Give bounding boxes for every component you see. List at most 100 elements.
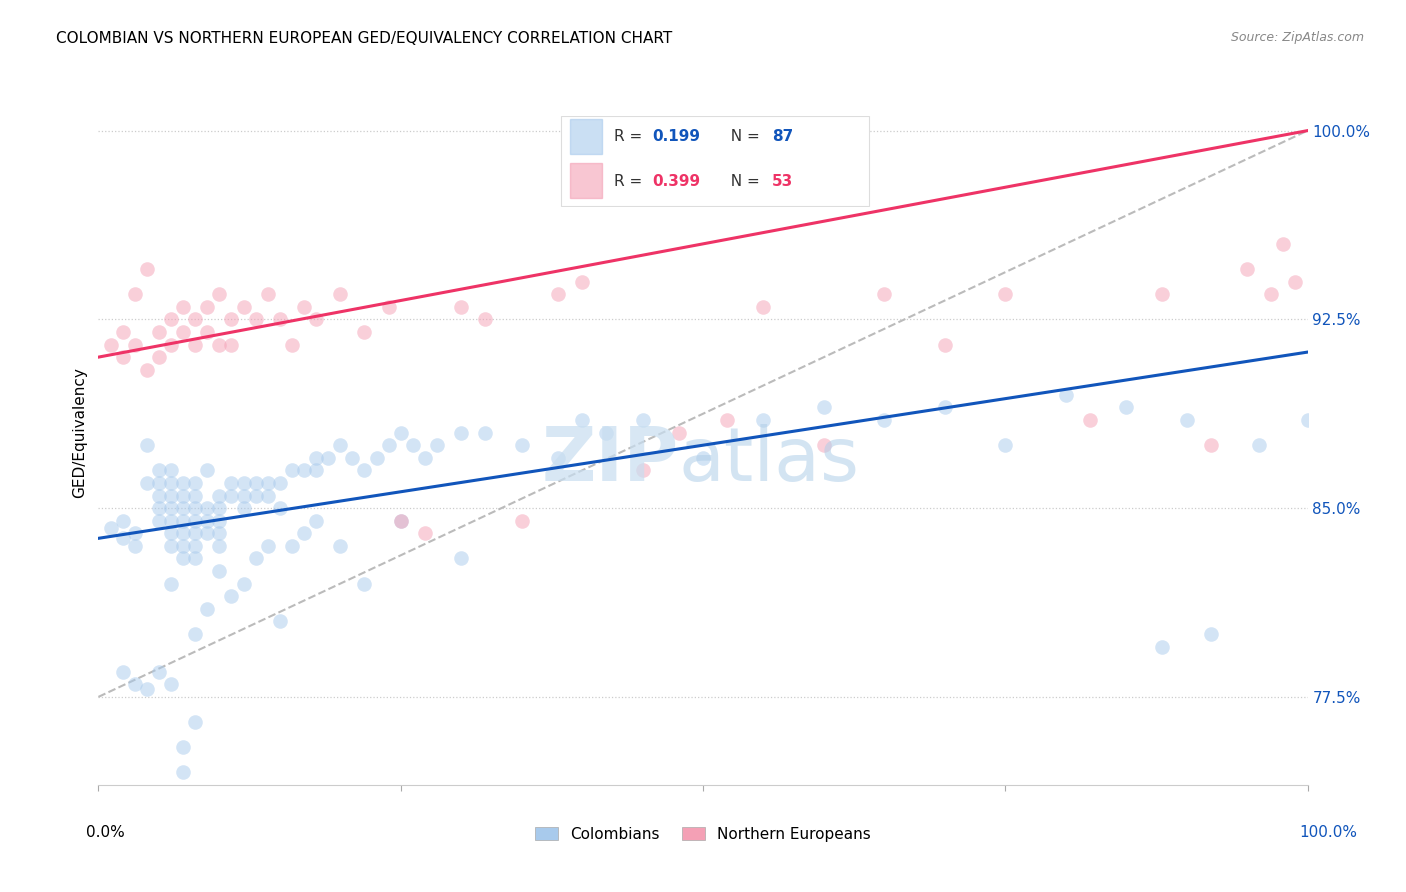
Point xyxy=(1272,236,1295,251)
Point xyxy=(135,438,157,452)
Point xyxy=(111,350,134,364)
Point xyxy=(329,539,352,553)
Point xyxy=(547,287,569,301)
Point xyxy=(184,312,207,326)
Point xyxy=(353,576,375,591)
Point xyxy=(450,551,472,566)
Point xyxy=(111,665,134,679)
Text: 100.0%: 100.0% xyxy=(1299,825,1358,840)
Point xyxy=(195,501,218,516)
Point xyxy=(160,576,183,591)
Point xyxy=(160,539,183,553)
Point xyxy=(232,300,254,314)
Point xyxy=(1199,438,1222,452)
Point xyxy=(245,475,267,490)
Point xyxy=(305,463,328,477)
Point xyxy=(184,627,207,641)
Point xyxy=(269,312,291,326)
Point xyxy=(256,489,278,503)
Point xyxy=(305,514,328,528)
Point xyxy=(474,425,496,440)
Point xyxy=(172,300,194,314)
Point xyxy=(547,450,569,465)
Point xyxy=(148,325,170,339)
Point xyxy=(281,463,304,477)
Point xyxy=(208,489,231,503)
Point xyxy=(873,287,896,301)
Point xyxy=(172,325,194,339)
Point xyxy=(208,564,231,578)
Point xyxy=(232,489,254,503)
Point xyxy=(100,337,122,351)
Point xyxy=(208,514,231,528)
Point xyxy=(1284,275,1306,289)
Point xyxy=(1152,640,1174,654)
Point xyxy=(631,463,654,477)
Point xyxy=(208,337,231,351)
Point xyxy=(571,275,593,289)
Point xyxy=(245,551,267,566)
Point xyxy=(111,514,134,528)
Point xyxy=(1054,388,1077,402)
Point xyxy=(281,539,304,553)
Point xyxy=(160,312,183,326)
Point xyxy=(232,501,254,516)
Point xyxy=(184,551,207,566)
Point xyxy=(124,287,146,301)
Point xyxy=(148,350,170,364)
Point xyxy=(195,514,218,528)
Point xyxy=(716,413,738,427)
Point xyxy=(160,475,183,490)
Point xyxy=(994,438,1017,452)
Point xyxy=(389,425,412,440)
Point xyxy=(148,665,170,679)
Point xyxy=(111,532,134,546)
Point xyxy=(353,325,375,339)
Point xyxy=(124,526,146,541)
Point xyxy=(413,450,436,465)
Point xyxy=(389,514,412,528)
Point xyxy=(692,450,714,465)
Point xyxy=(184,337,207,351)
Point xyxy=(184,501,207,516)
Point xyxy=(148,514,170,528)
Point xyxy=(172,475,194,490)
Point xyxy=(1078,413,1101,427)
Point xyxy=(813,401,835,415)
Point xyxy=(269,475,291,490)
Point xyxy=(571,413,593,427)
Point xyxy=(402,438,425,452)
Point xyxy=(269,615,291,629)
Point xyxy=(1260,287,1282,301)
Point xyxy=(510,514,533,528)
Point xyxy=(195,602,218,616)
Point xyxy=(172,501,194,516)
Point xyxy=(148,475,170,490)
Point xyxy=(256,475,278,490)
Point xyxy=(124,677,146,691)
Point xyxy=(160,526,183,541)
Point xyxy=(184,714,207,729)
Point xyxy=(256,539,278,553)
Point xyxy=(256,287,278,301)
Point xyxy=(111,325,134,339)
Point xyxy=(292,463,315,477)
Point xyxy=(172,539,194,553)
Point xyxy=(305,450,328,465)
Point xyxy=(595,425,617,440)
Point xyxy=(752,413,775,427)
Point xyxy=(160,501,183,516)
Point xyxy=(316,450,339,465)
Point xyxy=(148,489,170,503)
Point xyxy=(195,526,218,541)
Text: atlas: atlas xyxy=(679,425,860,498)
Point xyxy=(172,765,194,780)
Point xyxy=(184,475,207,490)
Point xyxy=(245,312,267,326)
Point xyxy=(184,526,207,541)
Point xyxy=(377,438,399,452)
Point xyxy=(160,463,183,477)
Point xyxy=(160,677,183,691)
Point xyxy=(135,475,157,490)
Y-axis label: GED/Equivalency: GED/Equivalency xyxy=(72,368,87,498)
